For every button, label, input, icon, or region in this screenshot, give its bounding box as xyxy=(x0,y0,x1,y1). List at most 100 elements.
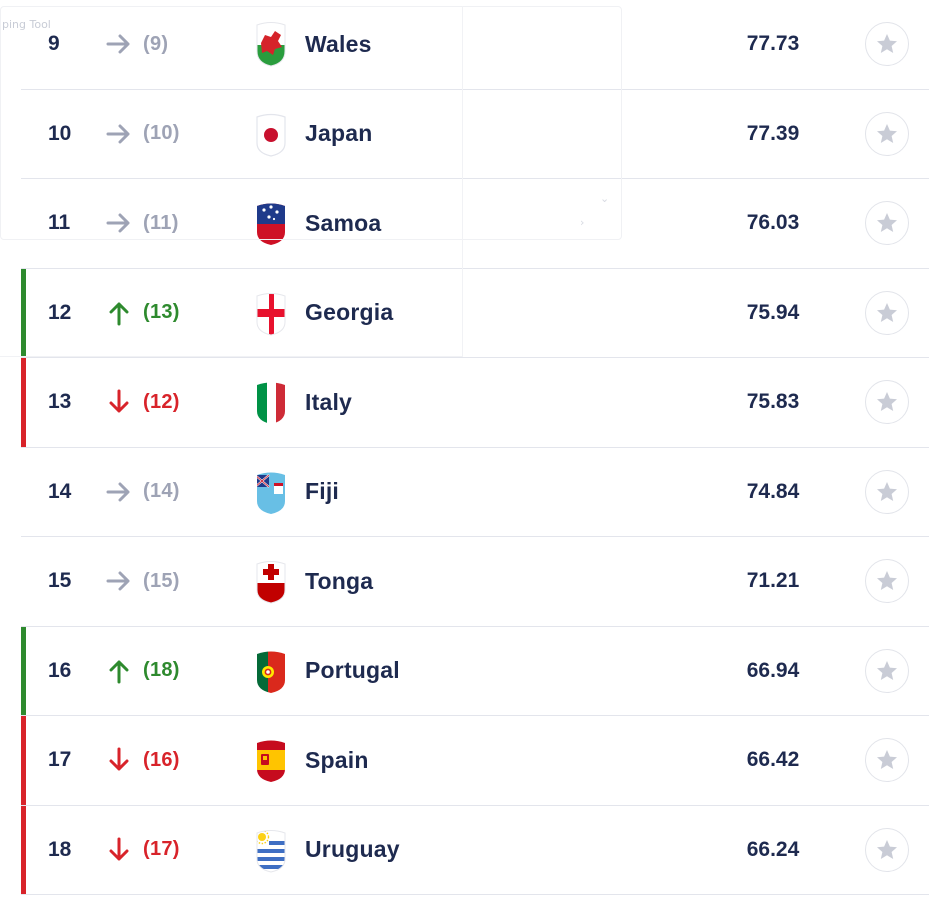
tonga-flag-icon xyxy=(251,558,291,604)
favourite-button[interactable] xyxy=(865,290,909,335)
rank-number: 16 xyxy=(48,658,72,682)
previous-rank: (16) xyxy=(143,748,180,771)
movement-indicator-bar xyxy=(21,358,26,447)
arrow-right-icon xyxy=(105,569,133,593)
favourite-button[interactable] xyxy=(865,201,909,246)
arrow-down-icon xyxy=(105,837,133,862)
georgia-flag-icon xyxy=(251,290,291,336)
ranking-row: 16 (18) Portugal 66.94 xyxy=(21,626,929,716)
movement: (17) xyxy=(105,806,180,895)
favourite-button[interactable] xyxy=(865,111,909,156)
ranking-row: 15 (15) Tonga 71.21 xyxy=(21,537,929,627)
chevron-down-icon: ⌄ xyxy=(600,192,610,205)
team-name: Uruguay xyxy=(305,836,400,863)
movement: (11) xyxy=(105,179,179,268)
team-name: Portugal xyxy=(305,657,400,684)
team-name: Georgia xyxy=(305,299,394,326)
chevron-right-icon: › xyxy=(580,216,585,229)
team-name: Tonga xyxy=(305,567,374,594)
ranking-row: 12 (13) Georgia 75.94 xyxy=(21,268,929,358)
favourite-button[interactable] xyxy=(865,559,909,604)
japan-flag-icon xyxy=(251,111,291,157)
points: 71.21 xyxy=(746,569,800,593)
star-icon xyxy=(877,213,897,233)
favourite-button[interactable] xyxy=(865,380,909,425)
favourite-button[interactable] xyxy=(865,648,909,693)
star-icon xyxy=(877,34,897,54)
star-icon xyxy=(877,302,897,322)
movement-indicator-bar xyxy=(21,716,26,805)
fiji-flag-icon xyxy=(251,469,291,515)
points: 75.94 xyxy=(746,300,800,324)
movement: (10) xyxy=(105,90,180,179)
movement: (14) xyxy=(105,448,180,537)
rank-number: 11 xyxy=(48,211,71,235)
movement-indicator-bar xyxy=(21,537,26,626)
rank-number: 10 xyxy=(48,121,72,145)
rank-number: 14 xyxy=(48,479,72,503)
star-icon xyxy=(877,660,897,680)
movement: (13) xyxy=(105,269,180,358)
star-icon xyxy=(877,481,897,501)
ranking-row: 18 (17) xyxy=(21,805,929,895)
ranking-row: 17 (16) Spain 66.42 xyxy=(21,716,929,806)
ranking-row: 13 (12) Italy 75.83 xyxy=(21,358,929,448)
rank-number: 17 xyxy=(48,748,72,772)
points: 66.94 xyxy=(746,658,800,682)
team-name: Fiji xyxy=(305,478,340,505)
movement: (16) xyxy=(105,716,180,805)
points: 77.39 xyxy=(746,121,800,145)
wales-flag-icon xyxy=(251,21,291,67)
favourite-button[interactable] xyxy=(865,22,909,67)
rank-number: 9 xyxy=(48,32,60,56)
movement-indicator-bar xyxy=(21,179,26,268)
portugal-flag-icon xyxy=(251,648,291,694)
previous-rank: (14) xyxy=(143,480,180,503)
points: 77.73 xyxy=(746,32,800,56)
arrow-right-icon xyxy=(105,32,133,56)
star-icon xyxy=(877,392,897,412)
movement: (12) xyxy=(105,358,180,447)
previous-rank: (11) xyxy=(143,211,179,234)
ranking-row: 9 (9) Wales 77.73 xyxy=(21,0,929,90)
star-icon xyxy=(877,750,897,770)
team-name: Samoa xyxy=(305,209,382,236)
team-name: Italy xyxy=(305,388,353,415)
samoa-flag-icon xyxy=(251,200,291,246)
previous-rank: (15) xyxy=(143,569,180,592)
rank-number: 13 xyxy=(48,390,72,414)
team-name: Japan xyxy=(305,120,373,147)
favourite-button[interactable] xyxy=(865,738,909,783)
points: 66.42 xyxy=(746,748,800,772)
rank-number: 15 xyxy=(48,569,72,593)
arrow-right-icon xyxy=(105,122,133,146)
arrow-right-icon xyxy=(105,211,133,235)
movement-indicator-bar xyxy=(21,0,26,89)
movement-indicator-bar xyxy=(21,805,26,894)
arrow-up-icon xyxy=(105,301,133,326)
team-name: Wales xyxy=(305,30,372,57)
star-icon xyxy=(877,571,897,591)
points: 76.03 xyxy=(746,211,800,235)
ranking-row: 14 (14) Fiji 7 xyxy=(21,448,929,537)
previous-rank: (12) xyxy=(143,390,180,413)
arrow-down-icon xyxy=(105,747,133,772)
previous-rank: (10) xyxy=(143,122,180,145)
ranking-row: 11 (11) xyxy=(21,179,929,269)
points: 74.84 xyxy=(746,479,800,503)
movement: (9) xyxy=(105,0,168,89)
previous-rank: (13) xyxy=(143,301,180,324)
arrow-right-icon xyxy=(105,480,133,504)
spain-flag-icon xyxy=(251,737,291,783)
favourite-button[interactable] xyxy=(865,827,909,872)
arrow-up-icon xyxy=(105,659,133,684)
movement: (18) xyxy=(105,627,180,716)
rank-number: 12 xyxy=(48,300,72,324)
movement: (15) xyxy=(105,537,180,626)
star-icon xyxy=(877,839,897,859)
movement-indicator-bar xyxy=(21,448,26,537)
rank-number: 18 xyxy=(48,837,72,861)
previous-rank: (17) xyxy=(143,838,180,861)
favourite-button[interactable] xyxy=(865,469,909,514)
